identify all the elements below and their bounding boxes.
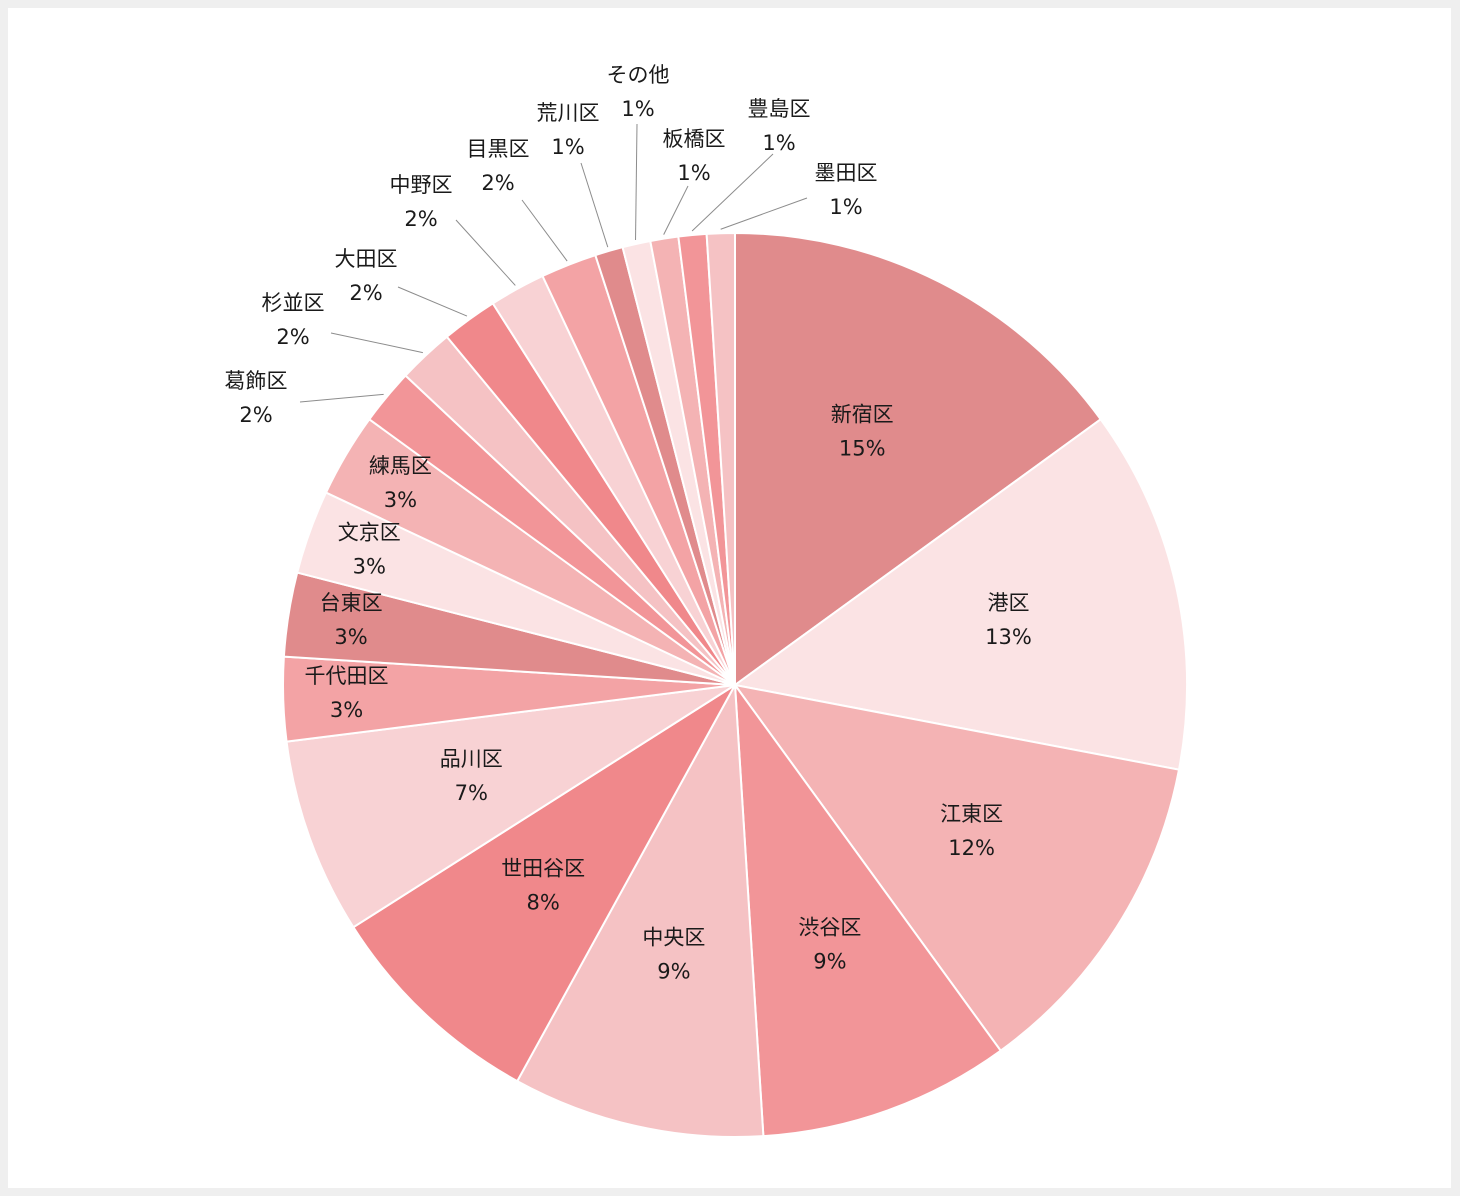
leader-line [720, 197, 808, 230]
pie-slice [733, 681, 1003, 1138]
slice-percent: 2% [349, 281, 382, 305]
slice-percent: 1% [621, 97, 654, 121]
slice-percent: 2% [481, 171, 514, 195]
slice-label: 新宿区 [831, 402, 894, 426]
slice-label: 台東区 [320, 591, 383, 615]
slice-percent: 3% [330, 698, 363, 722]
slice-label: 豊島区 [748, 97, 811, 121]
pie-slice [732, 417, 1188, 771]
pie-slice [705, 231, 736, 686]
slice-percent: 3% [334, 625, 367, 649]
chart-frame: 新宿区 15% 港区 13% 江東区 12% 渋谷区 9% 中央区 9% 世田谷区 8% 品川区 7% 千代… [8, 8, 1451, 1188]
slice-label: 世田谷区 [501, 856, 585, 880]
slice-percent: 2% [276, 325, 309, 349]
slice-percent: 2% [239, 403, 272, 427]
slice-label: その他 [607, 63, 670, 87]
pie-chart: 新宿区 15% 港区 13% 江東区 12% 渋谷区 9% 中央区 9% 世田谷区 8% 品川区 7% 千代… [225, 63, 1188, 1138]
slice-labels: 新宿区 15% 港区 13% 江東区 12% 渋谷区 9% 中央区 9% 世田谷区 8% 品川区 7% 千代… [225, 63, 1032, 984]
slice-percent: 1% [762, 131, 795, 155]
slice-label: 板橋区 [663, 127, 726, 151]
pie-slices [282, 231, 1188, 1138]
leader-line [299, 393, 384, 403]
slice-percent: 1% [829, 195, 862, 219]
leader-line [663, 185, 689, 235]
slice-label: 中央区 [642, 926, 705, 950]
slice-percent: 7% [455, 781, 488, 805]
slice-label: 江東区 [940, 802, 1003, 826]
slice-label: 墨田区 [815, 161, 878, 185]
pie-slice [515, 681, 765, 1138]
pie-slice [734, 231, 1103, 687]
slice-percent: 1% [551, 135, 584, 159]
slice-percent: 2% [404, 207, 437, 231]
slice-percent: 8% [527, 890, 560, 914]
slice-percent: 3% [384, 488, 417, 512]
leader-line [521, 199, 568, 262]
slice-percent: 13% [985, 625, 1032, 649]
leader-line [397, 286, 468, 317]
slice-label: 杉並区 [262, 291, 325, 315]
leader-line [691, 153, 774, 232]
slice-percent: 15% [839, 436, 886, 460]
pie-slice [351, 684, 736, 1083]
slice-label: 品川区 [440, 747, 503, 771]
leader-line [455, 219, 516, 286]
slice-label: 葛飾区 [225, 369, 288, 393]
slice-percent: 9% [813, 950, 846, 974]
slice-label: 中野区 [390, 173, 453, 197]
slice-label: 渋谷区 [798, 916, 861, 940]
pie-slice [285, 684, 736, 929]
slice-percent: 9% [657, 960, 690, 984]
slice-percent: 12% [948, 836, 995, 860]
slice-label: 荒川区 [537, 101, 600, 125]
slice-label: 千代田区 [305, 664, 389, 688]
leader-line [330, 332, 423, 354]
slice-label: 目黒区 [467, 137, 530, 161]
slice-percent: 1% [677, 161, 710, 185]
slice-label: 港区 [988, 591, 1030, 615]
leader-lines [299, 123, 808, 403]
leader-line [580, 162, 609, 248]
pie-slice [732, 683, 1181, 1053]
leader-line [635, 123, 638, 240]
slice-percent: 3% [353, 554, 386, 578]
slice-label: 文京区 [338, 520, 401, 544]
slice-label: 大田区 [335, 247, 398, 271]
slice-label: 練馬区 [369, 454, 432, 478]
